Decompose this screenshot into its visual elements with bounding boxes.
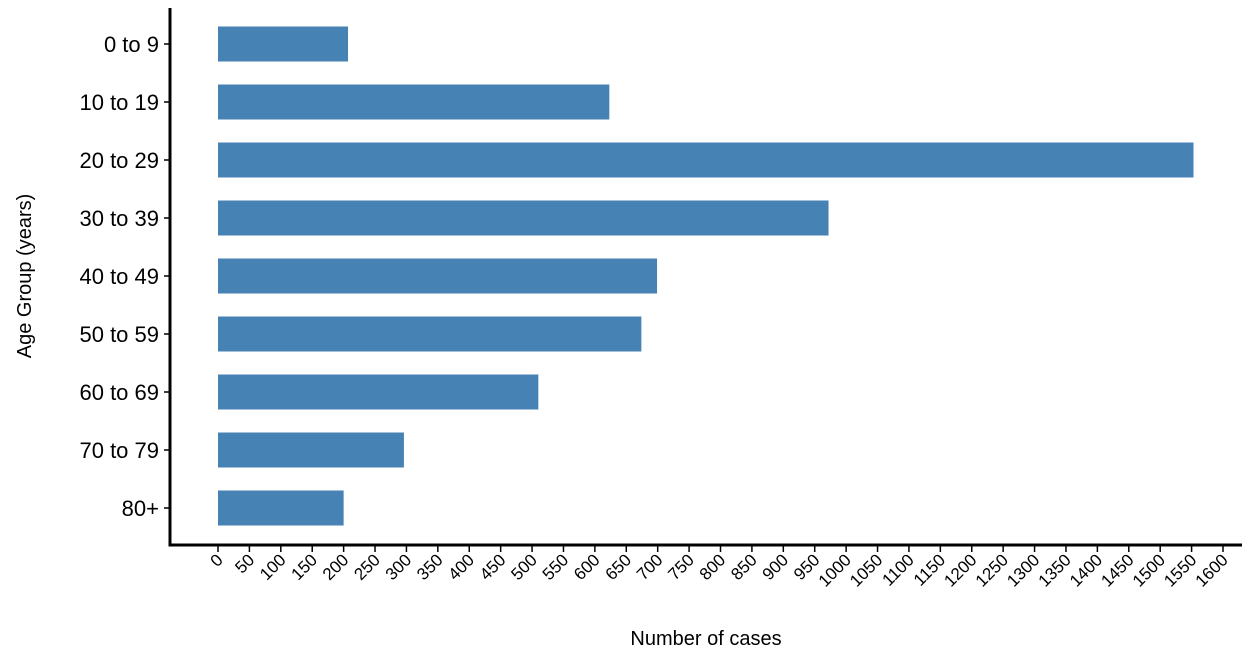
x-tick-label: 1200	[940, 550, 980, 590]
x-tick-label: 650	[602, 550, 635, 583]
x-tick-label: 400	[445, 550, 478, 583]
x-tick-label: 1300	[1003, 550, 1043, 590]
y-axis-ticks: 0 to 9 10 to 19 20 to 29 30 to 39 40 to 49 50…	[79, 32, 170, 521]
bars-group	[218, 26, 1194, 526]
bar-0-to-9	[218, 26, 349, 62]
y-tick-label: 60 to 69	[79, 380, 159, 405]
y-tick-label: 40 to 49	[79, 264, 159, 289]
bar-40-to-49	[218, 258, 658, 294]
x-tick-label: 1500	[1129, 550, 1169, 590]
x-axis-title: Number of cases	[630, 628, 781, 650]
bar-10-to-19	[218, 84, 610, 120]
x-tick-label: 600	[570, 550, 603, 583]
x-tick-label: 50	[231, 550, 258, 577]
x-tick-label: 1400	[1066, 550, 1106, 590]
y-axis-title: Age Group (years)	[14, 194, 36, 359]
x-tick-label: 200	[319, 550, 352, 583]
y-tick-label: 80+	[122, 496, 159, 521]
bar-50-to-59	[218, 316, 642, 352]
x-tick-label: 1600	[1192, 550, 1232, 590]
x-tick-label: 550	[539, 550, 572, 583]
x-tick-label: 750	[664, 550, 697, 583]
x-tick-label: 1150	[910, 550, 949, 589]
x-tick-label: 1350	[1035, 550, 1075, 590]
x-tick-label: 350	[413, 550, 446, 583]
x-tick-label: 0	[207, 550, 227, 570]
x-tick-label: 1000	[815, 550, 855, 590]
x-tick-label: 500	[507, 550, 540, 583]
x-axis-ticks: 0 501001502002503003504004505005506006507…	[207, 545, 1232, 591]
x-tick-label: 450	[476, 550, 509, 583]
x-tick-label: 800	[696, 550, 729, 583]
bar-70-to-79	[218, 432, 404, 468]
x-tick-label: 300	[382, 550, 415, 583]
bar-30-to-39	[218, 200, 829, 236]
x-tick-label: 1550	[1160, 550, 1200, 590]
x-tick-label: 250	[350, 550, 383, 583]
bar-80	[218, 490, 344, 526]
x-tick-label: 700	[633, 550, 666, 583]
y-tick-label: 70 to 79	[79, 438, 159, 463]
y-tick-label: 0 to 9	[104, 32, 159, 57]
x-tick-label: 1100	[878, 550, 917, 589]
x-tick-label: 850	[727, 550, 760, 583]
x-tick-label: 1250	[972, 550, 1012, 590]
x-tick-label: 150	[288, 550, 321, 583]
x-tick-label: 900	[759, 550, 792, 583]
y-tick-label: 20 to 29	[79, 148, 159, 173]
x-tick-label: 100	[256, 550, 289, 583]
bar-60-to-69	[218, 374, 539, 410]
y-tick-label: 50 to 59	[79, 322, 159, 347]
y-tick-label: 10 to 19	[79, 90, 159, 115]
x-tick-label: 1050	[846, 550, 886, 590]
bar-20-to-29	[218, 142, 1194, 178]
y-tick-label: 30 to 39	[79, 206, 159, 231]
x-tick-label: 1450	[1097, 550, 1137, 590]
